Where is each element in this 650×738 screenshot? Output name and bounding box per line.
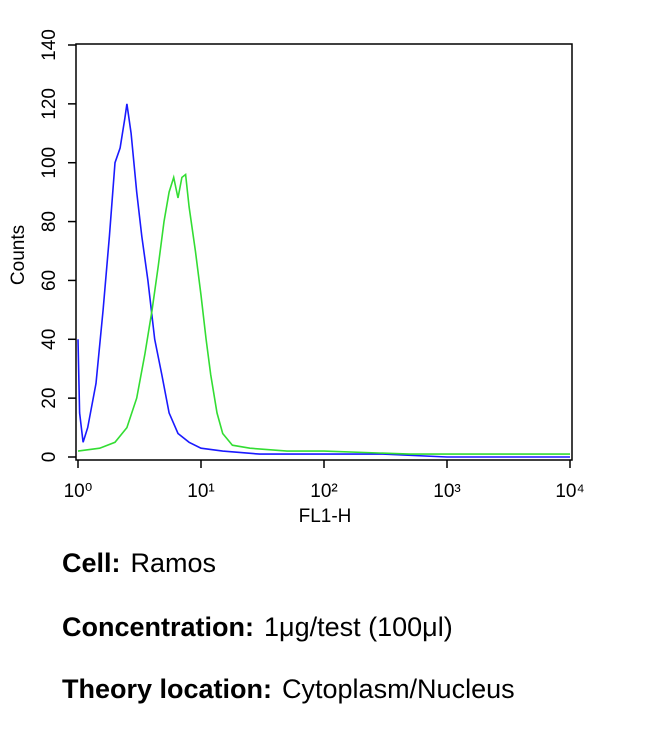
x-tick-label: 10⁰	[64, 481, 93, 502]
y-tick-label: 80	[39, 211, 60, 232]
histogram-line	[77, 172, 570, 455]
y-tick-label: 20	[39, 388, 60, 409]
caption: Theory location: Cytoplasm/Nucleus	[62, 674, 515, 705]
x-tick-label: 10²	[310, 481, 337, 502]
caption-value: Ramos	[130, 548, 217, 578]
caption-label: Theory location:	[62, 674, 273, 704]
plot-frame	[75, 43, 573, 461]
caption: Cell: Ramos	[62, 548, 216, 579]
caption: Concentration: 1μg/test (100μl)	[62, 612, 453, 643]
y-tick-label: 140	[39, 29, 60, 61]
x-tick-label: 10¹	[187, 481, 214, 502]
x-axis-label: FL1-H	[299, 506, 352, 527]
caption-label: Concentration:	[62, 612, 254, 642]
y-tick-label: 60	[39, 270, 60, 291]
x-tick-label: 10⁴	[555, 481, 584, 502]
y-tick-label: 40	[39, 329, 60, 350]
histogram-line	[77, 103, 570, 458]
y-axis-label: Counts	[8, 225, 29, 285]
y-tick-label: 120	[39, 88, 60, 120]
caption-value: Cytoplasm/Nucleus	[282, 674, 515, 704]
y-tick-label: 0	[39, 452, 60, 463]
caption-value: 1μg/test (100μl)	[264, 612, 453, 642]
y-tick-label: 100	[39, 147, 60, 179]
x-tick-label: 10³	[433, 481, 460, 502]
chart: FL1-H Counts 0 20 40 60 80 100 120 140 10⁰ 10¹ 10²…	[8, 29, 585, 527]
caption-label: Cell:	[62, 548, 121, 578]
